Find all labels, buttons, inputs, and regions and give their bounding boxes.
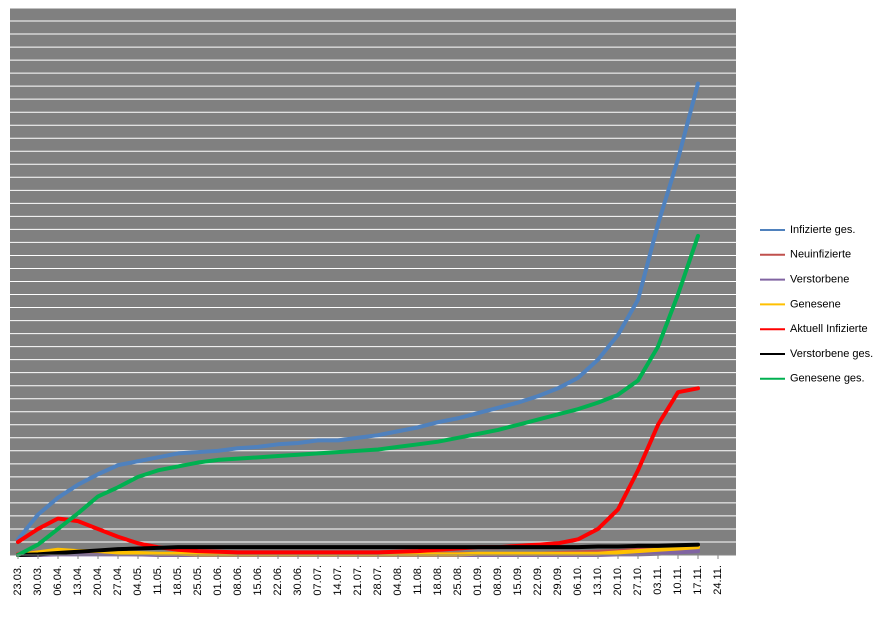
x-tick-label: 18.08. [432, 565, 444, 596]
x-tick-label: 21.07. [352, 565, 364, 596]
x-tick-label: 22.06. [272, 565, 284, 596]
x-tick-label: 14.07. [332, 565, 344, 596]
x-tick-label: 24.11. [712, 565, 724, 595]
x-tick-label: 13.04. [72, 565, 84, 596]
x-tick-label: 08.09. [492, 565, 504, 596]
x-tick-label: 25.05. [192, 565, 204, 596]
x-tick-label: 23.03. [12, 565, 24, 596]
x-tick-label: 15.06. [252, 565, 264, 596]
x-tick-label: 01.09. [472, 565, 484, 596]
legend-label: Infizierte ges. [790, 224, 855, 236]
x-tick-label: 06.10. [572, 565, 584, 596]
x-tick-label: 27.04. [112, 565, 124, 596]
x-tick-label: 08.06. [232, 565, 244, 596]
x-tick-label: 25.08. [452, 565, 464, 596]
x-tick-label: 30.06. [292, 565, 304, 596]
x-tick-label: 20.10. [612, 565, 624, 596]
x-tick-label: 29.09. [552, 565, 564, 596]
x-tick-label: 22.09. [532, 565, 544, 596]
legend-label: Genesene [790, 298, 841, 310]
x-tick-label: 18.05. [172, 565, 184, 596]
legend-label: Aktuell Infizierte [790, 323, 868, 335]
x-tick-label: 27.10. [632, 565, 644, 596]
x-tick-label: 11.05. [152, 565, 164, 595]
x-tick-label: 30.03. [32, 565, 44, 596]
x-tick-label: 03.11. [652, 565, 664, 595]
x-tick-label: 04.08. [392, 565, 404, 596]
series-line [16, 386, 700, 555]
x-tick-label: 01.06. [212, 565, 224, 596]
legend-label: Genesene ges. [790, 373, 865, 385]
legend-label: Neuinfizierte [790, 249, 851, 261]
series-line [16, 233, 700, 557]
x-tick-label: 11.08. [412, 565, 424, 595]
legend-label: Verstorbene [790, 274, 849, 286]
x-tick-label: 04.05. [132, 565, 144, 596]
x-tick-label: 15.09. [512, 565, 524, 596]
x-tick-label: 06.04. [52, 565, 64, 596]
x-tick-label: 20.04. [92, 565, 104, 596]
x-tick-label: 17.11. [692, 565, 704, 595]
x-tick-label: 13.10. [592, 565, 604, 596]
series-line [16, 542, 700, 557]
x-tick-label: 10.11. [672, 565, 684, 595]
legend-label: Verstorbene ges. [790, 348, 873, 360]
x-tick-label: 28.07. [372, 565, 384, 596]
series-line [16, 81, 700, 542]
x-tick-label: 07.07. [312, 565, 324, 596]
